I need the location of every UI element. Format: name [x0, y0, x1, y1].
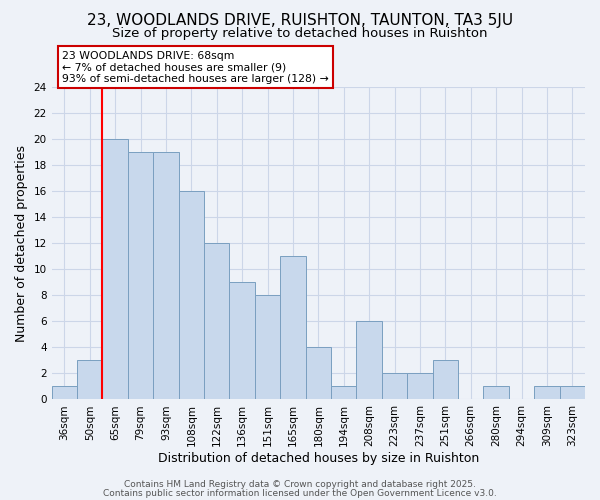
Bar: [153, 152, 179, 400]
Bar: [103, 139, 128, 400]
Bar: [534, 386, 560, 400]
Bar: [560, 386, 585, 400]
X-axis label: Distribution of detached houses by size in Ruishton: Distribution of detached houses by size …: [158, 452, 479, 465]
Bar: [305, 348, 331, 400]
Bar: [204, 244, 229, 400]
Bar: [356, 322, 382, 400]
Bar: [77, 360, 103, 400]
Bar: [52, 386, 77, 400]
Text: Contains HM Land Registry data © Crown copyright and database right 2025.: Contains HM Land Registry data © Crown c…: [124, 480, 476, 489]
Bar: [280, 256, 305, 400]
Bar: [331, 386, 356, 400]
Text: 23, WOODLANDS DRIVE, RUISHTON, TAUNTON, TA3 5JU: 23, WOODLANDS DRIVE, RUISHTON, TAUNTON, …: [87, 12, 513, 28]
Bar: [484, 386, 509, 400]
Bar: [179, 191, 204, 400]
Text: 23 WOODLANDS DRIVE: 68sqm
← 7% of detached houses are smaller (9)
93% of semi-de: 23 WOODLANDS DRIVE: 68sqm ← 7% of detach…: [62, 50, 329, 84]
Bar: [229, 282, 255, 400]
Bar: [128, 152, 153, 400]
Text: Size of property relative to detached houses in Ruishton: Size of property relative to detached ho…: [112, 28, 488, 40]
Bar: [255, 296, 280, 400]
Bar: [382, 374, 407, 400]
Bar: [407, 374, 433, 400]
Text: Contains public sector information licensed under the Open Government Licence v3: Contains public sector information licen…: [103, 488, 497, 498]
Y-axis label: Number of detached properties: Number of detached properties: [15, 145, 28, 342]
Bar: [433, 360, 458, 400]
